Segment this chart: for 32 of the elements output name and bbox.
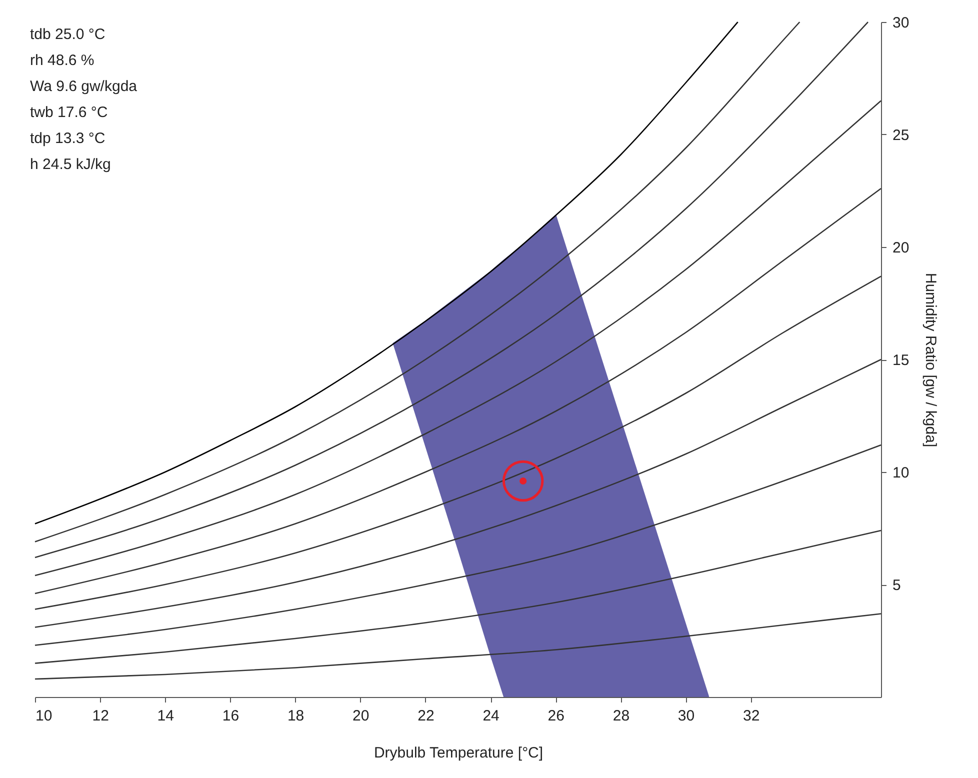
x-tick-label: 18 — [287, 708, 304, 724]
x-tick-label: 24 — [482, 708, 500, 724]
annotation: tdp 13.3 °C — [30, 130, 106, 147]
x-tick-label: 32 — [743, 708, 760, 724]
y-tick-label: 10 — [892, 464, 910, 482]
line-series — [34, 188, 882, 594]
y-tick-label: 20 — [892, 240, 910, 256]
annotation: h 24.5 kJ/kg — [30, 156, 111, 173]
annotation: twb 17.6 °C — [30, 104, 108, 121]
y-tick-label: 15 — [892, 352, 910, 369]
x-tick-label: 12 — [92, 708, 109, 724]
line-series — [34, 444, 882, 646]
x-tick-label: 10 — [36, 708, 52, 724]
y-tick-label: 30 — [892, 14, 910, 32]
y-tick-label: 5 — [892, 577, 901, 594]
x-tick-label: 16 — [222, 708, 240, 724]
line-series — [34, 358, 882, 628]
x-axis-title: Drybulb Temperature [°C] — [374, 744, 544, 762]
x-tick-label: 26 — [548, 708, 564, 724]
x-tick-label: 28 — [612, 708, 630, 724]
y-tick-label: 25 — [892, 127, 910, 144]
x-tick-label: 22 — [418, 708, 434, 724]
annotation: tdb 25.0 °C — [30, 26, 106, 43]
annotation: rh 48.6 % — [30, 52, 94, 69]
line-series — [34, 530, 882, 664]
line-series — [34, 276, 882, 610]
x-tick-label: 20 — [352, 708, 370, 724]
x-tick-label: 14 — [157, 708, 174, 724]
x-tick-label: 30 — [678, 708, 695, 724]
line-series — [34, 613, 882, 680]
y-axis-title: Humidity Ratio [gw / kgda] — [922, 272, 940, 448]
annotation: Wa 9.6 gw/kgda — [30, 78, 138, 95]
